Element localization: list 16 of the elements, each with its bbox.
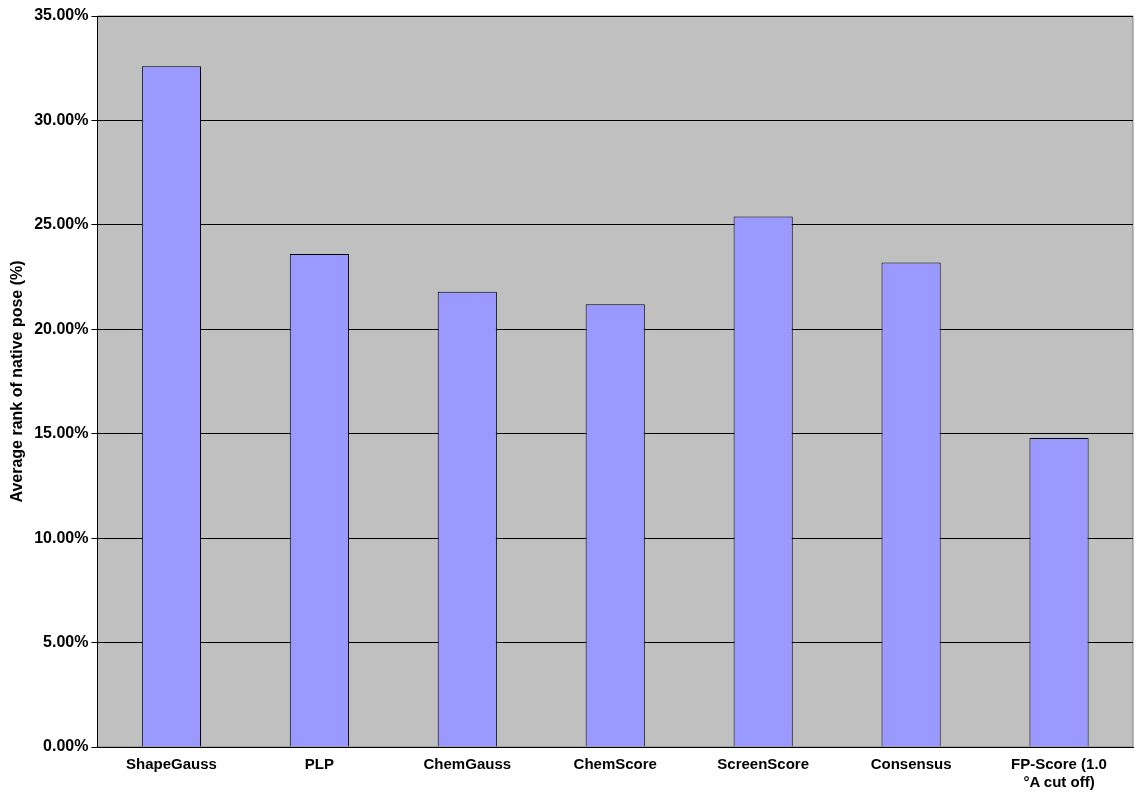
- x-tick-label: Consensus: [870, 755, 952, 773]
- x-tick-label: ScreenScore: [717, 755, 810, 773]
- y-tick-label: 10.00%: [34, 528, 89, 546]
- y-tick-label: 5.00%: [43, 632, 89, 650]
- y-tick-label: 35.00%: [34, 6, 89, 24]
- y-tick-label: 30.00%: [34, 110, 89, 128]
- y-tick-label: 25.00%: [34, 215, 89, 233]
- y-tick-label: 20.00%: [34, 319, 89, 337]
- x-tick-label: ChemGauss: [423, 755, 512, 773]
- x-tick-label: ShapeGauss: [125, 755, 217, 773]
- x-tick-label: FP-Score (1.0 °A cut off): [1011, 755, 1107, 791]
- x-tick-label: PLP: [304, 755, 334, 773]
- y-axis-title: Average rank of native pose (%): [8, 260, 26, 503]
- y-tick-label: 15.00%: [34, 424, 89, 442]
- x-tick-label: ChemScore: [573, 755, 657, 773]
- y-tick-label: 0.00%: [43, 737, 89, 755]
